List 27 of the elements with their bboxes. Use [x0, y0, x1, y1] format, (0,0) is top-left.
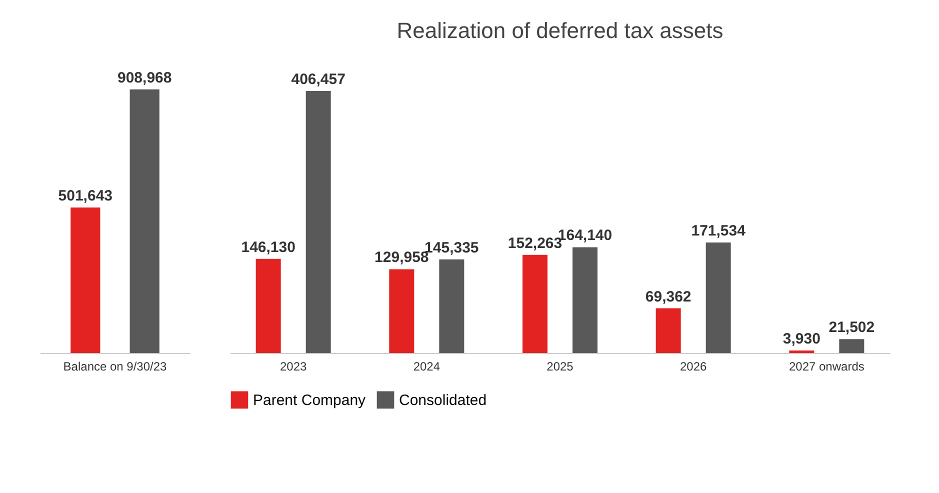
data-label: 3,930 — [782, 330, 820, 348]
x-tick-label: 2026 — [680, 360, 708, 374]
bar — [439, 259, 464, 353]
data-label: 171,534 — [691, 222, 746, 240]
bar — [706, 242, 731, 353]
data-label: 501,643 — [58, 188, 113, 205]
data-label: 146,130 — [241, 238, 296, 256]
bar — [522, 254, 548, 353]
x-tick-label: Balance on 9/30/23 — [63, 360, 168, 374]
data-label: 21,502 — [828, 319, 875, 336]
data-label: 908,968 — [117, 69, 172, 86]
x-tick-label: 2027 onwards — [788, 360, 864, 374]
data-label: 406,457 — [291, 71, 346, 88]
legend-label: Parent Company — [253, 392, 366, 409]
bar — [389, 269, 414, 353]
bar — [572, 247, 598, 353]
x-tick-label: 2023 — [280, 360, 308, 374]
x-tick-label: 2025 — [546, 360, 574, 374]
bar — [306, 91, 331, 353]
bar — [789, 350, 814, 353]
bar — [256, 258, 281, 353]
bar — [839, 339, 864, 353]
data-label: 69,362 — [645, 288, 692, 306]
x-tick-label: 2024 — [413, 360, 440, 374]
legend-label: Consolidated — [399, 392, 487, 409]
chart-title: Realization of deferred tax assets — [396, 18, 724, 43]
bar — [656, 308, 681, 353]
